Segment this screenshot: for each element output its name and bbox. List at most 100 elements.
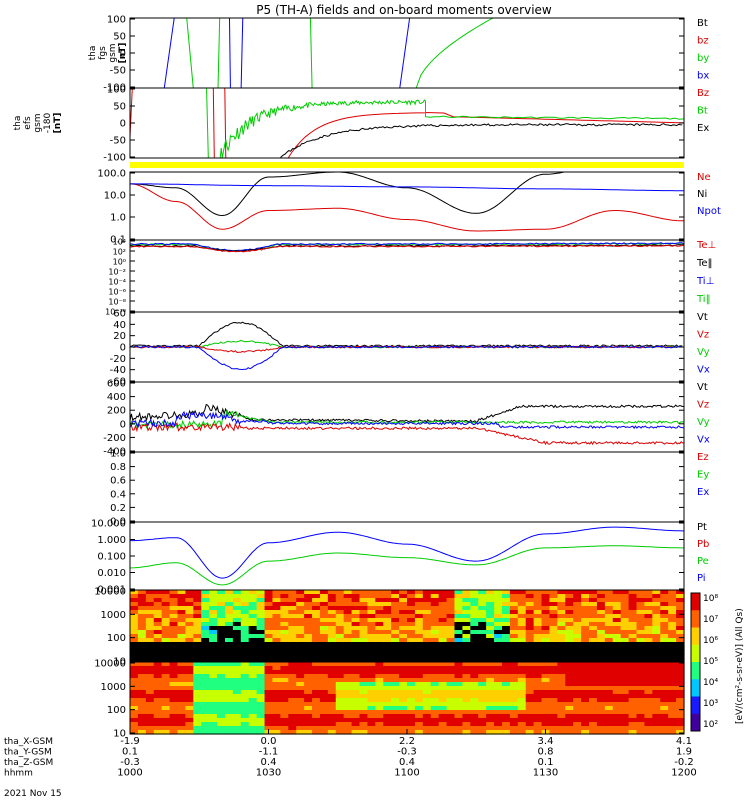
spectrogram-cell	[565, 690, 574, 695]
spectrogram-cell	[668, 638, 677, 643]
by-trace	[309, 18, 313, 88]
spectrogram-cell	[517, 726, 527, 731]
spectrogram-cell	[359, 606, 369, 611]
spectrogram-cell	[272, 714, 281, 719]
spectrogram-cell	[335, 726, 345, 731]
colorbar-tick-label: 10⁴	[703, 678, 718, 688]
spectrogram-cell	[636, 622, 646, 627]
x-tick-label: -1.1	[259, 747, 279, 758]
spectrogram-cell	[501, 602, 511, 607]
spectrogram-cell	[644, 626, 653, 631]
spectrogram-cell	[676, 726, 685, 731]
spectrogram-cell	[209, 654, 218, 659]
spectrogram-cell	[541, 706, 551, 711]
y-tick-label: 10⁻⁶	[108, 288, 126, 297]
spectrogram-cell	[185, 598, 194, 603]
spectrogram-cell	[391, 658, 400, 663]
spectrogram-cell	[414, 626, 424, 631]
spectrogram-cell	[454, 682, 463, 687]
spectrogram-cell	[209, 670, 218, 675]
spectrogram-cell	[137, 606, 147, 611]
spectrogram-cell	[541, 626, 551, 631]
spectrogram-cell	[264, 698, 274, 703]
spectrogram-cell	[612, 622, 622, 627]
spectrogram-cell	[414, 730, 424, 735]
spectrogram-cell	[280, 666, 289, 671]
spectrogram-cell	[438, 682, 448, 687]
spectrogram-cell	[169, 622, 179, 627]
spectrogram-cell	[644, 594, 653, 599]
spectrogram-cell	[565, 610, 574, 615]
spectrogram-cell	[525, 638, 535, 643]
spectrogram-cell	[494, 682, 503, 687]
spectrogram-cell	[604, 698, 614, 703]
spectrogram-cell	[256, 674, 266, 679]
spectrogram-cell	[383, 702, 392, 707]
spectrogram-cell	[169, 650, 179, 655]
spectrogram-cell	[351, 654, 361, 659]
spectrogram-cell	[470, 686, 479, 691]
spectrogram-cell	[612, 658, 622, 663]
spectrogram-cell	[589, 662, 598, 667]
spectrogram-cell	[525, 718, 535, 723]
spectrogram-cell	[644, 726, 653, 731]
spectrogram-cell	[399, 654, 408, 659]
spectrogram-cell	[581, 590, 590, 595]
spectrogram-cell	[446, 706, 456, 711]
spectrogram-cell	[573, 718, 582, 723]
spectrogram-cell	[327, 634, 337, 639]
spectrogram-cell	[478, 718, 487, 723]
spectrogram-cell	[304, 662, 313, 667]
spectrogram-cell	[414, 594, 424, 599]
spectrogram-cell	[304, 690, 313, 695]
spectrogram-cell	[343, 662, 353, 667]
spectrogram-cell	[169, 630, 179, 635]
y-tick-label: 20	[113, 331, 126, 342]
spectrogram-cell	[272, 678, 281, 683]
spectrogram-cell	[312, 686, 321, 691]
spectrogram-cell	[628, 598, 638, 603]
spectrogram-cell	[288, 638, 297, 643]
spectrogram-cell	[224, 598, 234, 603]
spectrogram-cell	[319, 702, 329, 707]
spectrogram-cell	[565, 634, 574, 639]
spectrogram-cell	[296, 706, 305, 711]
spectrogram-cell	[660, 670, 669, 675]
spectrogram-cell	[224, 630, 234, 635]
spectrogram-cell	[209, 714, 218, 719]
spectrogram-cell	[581, 594, 590, 599]
spectrogram-cell	[438, 722, 448, 727]
vt-trace	[130, 321, 683, 348]
spectrogram-cell	[438, 634, 448, 639]
spectrogram-cell	[137, 674, 147, 679]
spectrogram-cell	[462, 674, 471, 679]
x-tick-label: 0.4	[261, 757, 277, 768]
spectrogram-cell	[327, 714, 337, 719]
spectrogram-cell	[581, 706, 590, 711]
spectrogram-cell	[660, 694, 669, 699]
y-tick-label: 0	[120, 343, 126, 354]
spectrogram-cell	[509, 690, 519, 695]
spectrogram-cell	[319, 598, 329, 603]
spectrogram-cell	[383, 674, 392, 679]
spectrogram-cell	[185, 690, 194, 695]
spectrogram-cell	[541, 606, 551, 611]
spectrogram-cell	[478, 714, 487, 719]
spectrogram-cell	[486, 654, 495, 659]
spectrogram-cell	[470, 694, 479, 699]
spectrogram-cell	[581, 678, 590, 683]
spectrogram-cell	[327, 694, 337, 699]
spectrogram-cell	[272, 694, 281, 699]
spectrogram-cell	[517, 698, 527, 703]
spectrogram-cell	[145, 642, 155, 647]
spectrogram-cell	[644, 706, 653, 711]
spectrogram-cell	[153, 718, 163, 723]
bx-trace	[399, 18, 411, 88]
spectrogram-cell	[319, 666, 329, 671]
spectrogram-cell	[652, 722, 661, 727]
spectrogram-cell	[240, 726, 250, 731]
spectrogram-cell	[414, 718, 424, 723]
spectrogram-cell	[565, 590, 574, 595]
spectrogram-cell	[446, 610, 456, 615]
spectrogram-cell	[193, 650, 202, 655]
